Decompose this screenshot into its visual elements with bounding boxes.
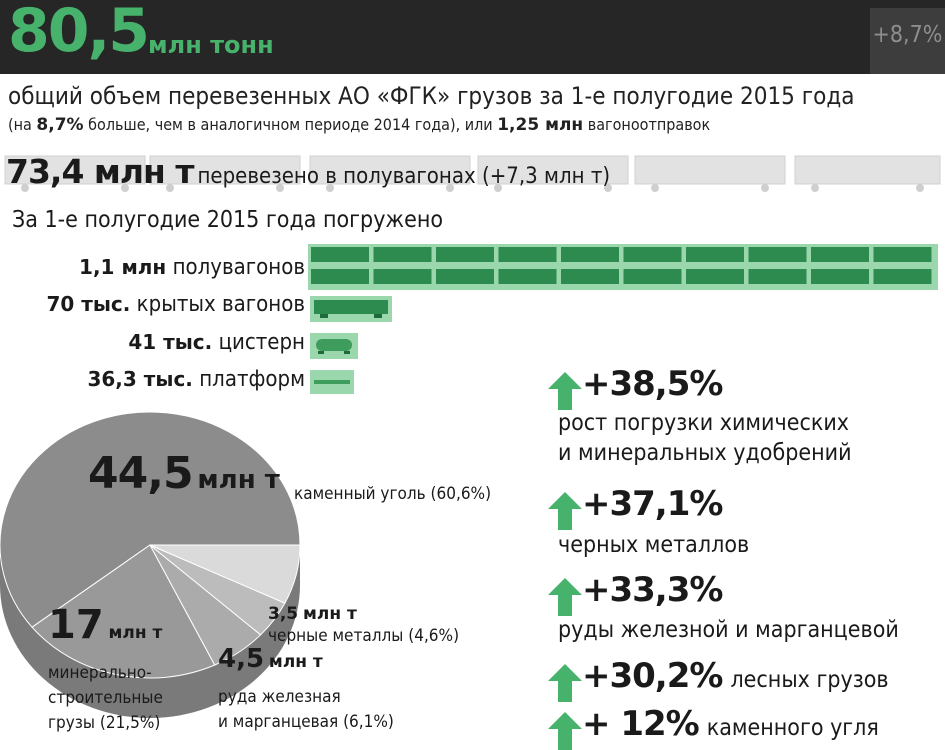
gondola-car-icon [311,269,369,284]
pie-label-metals: 3,5 млн т [268,604,357,624]
pie-label-building-name: минерально-строительные грузы (21,5%) [48,663,163,733]
cargo-structure-pie-chart [0,412,301,718]
growth-label-coal: каменного угля [706,715,879,741]
growth-item-coal: + 12% каменного угля [548,704,879,750]
growth-label-metals: черных металлов [558,532,750,558]
total-volume-value: 80,5 [8,0,150,66]
gondola-car-icon [373,269,432,284]
pie-slice [149,544,301,604]
growth-badge [870,8,945,74]
header-band [0,0,945,74]
loaded-platforms: 36,3 тыс. платформ [87,367,305,392]
growth-badge-text: +8,7% [872,22,943,48]
total-volume-unit: млн тонн [148,31,274,59]
gondola-car-icon [811,247,869,262]
up-arrow-icon [548,663,582,702]
pie-label-ore-name: руда железная и марганцевая (6,1%) [218,687,394,732]
gondola-train-illustration [4,155,941,192]
gondola-car-icon [561,269,619,284]
covered-wagons-pictogram-bar [310,296,392,322]
growth-item-timber: +30,2% лесных грузов [548,656,889,702]
pie-label-building: 17 млн т [48,602,163,648]
up-arrow-icon [548,491,582,530]
growth-label-fertilizers: рост погрузки химических и минеральных уд… [558,410,852,466]
pie-depth [0,545,300,718]
pie-label-coal-name: каменный уголь (60,6%) [294,484,492,504]
loaded-gondolas: 1,1 млн полувагонов [79,255,305,280]
loaded-section-title: За 1-е полугодие 2015 года погружено [12,207,444,233]
growth-label-ore: руды железной и марганцевой [558,617,899,643]
growth-label-timber: лесных грузов [730,667,889,693]
loaded-covered-wagons: 70 тыс. крытых вагонов [46,292,305,317]
gondola-car-icon [623,269,682,284]
up-arrow-icon [548,577,582,616]
gondola-car-icon [623,247,682,262]
growth-item-metals: +37,1% [548,484,723,530]
platforms-pictogram-bar [310,370,354,394]
pie-label-metals-name: черные металлы (4,6%) [268,626,460,646]
gondola-car-icon [436,247,494,262]
gondola-car-icon [311,247,369,262]
gondola-car-icon [873,247,932,262]
pie-label-ore: 4,5 млн т [218,644,323,674]
up-arrow-icon [548,711,582,750]
gondola-car-icon [748,269,807,284]
pie-slice [31,544,216,679]
pie-slice [0,412,301,628]
summary-line: общий объем перевезенных АО «ФГК» грузов… [8,82,855,110]
tanks-pictogram-bar [310,333,358,359]
up-arrow-icon [548,371,582,410]
gondola-car-icon [561,247,619,262]
gondola-car-icon [686,269,744,284]
gondola-transported: 73,4 млн т перевезено в полувагонах (+7,3… [6,152,610,191]
gondola-car-icon [436,269,494,284]
growth-item-fertilizers: +38,5% [548,364,723,410]
gondola-car-icon [498,269,557,284]
gondola-car-icon [498,247,557,262]
pie-label-coal: 44,5 млн т [88,448,280,499]
growth-item-ore: +33,3% [548,570,723,616]
gondola-car-icon [373,247,432,262]
gondola-text: перевезено в полувагонах (+7,3 млн т) [197,164,611,189]
gondola-car-icon [748,247,807,262]
gondola-car-icon [811,269,869,284]
gondola-car-icon [873,269,932,284]
gondola-car-icon [686,247,744,262]
loaded-tanks: 41 тыс. цистерн [128,330,305,355]
gondola-value: 73,4 млн т [6,152,194,191]
gondolas-pictogram-bar [308,244,938,290]
summary-detail: (на 8,7% больше, чем в аналогичном перио… [8,115,711,135]
